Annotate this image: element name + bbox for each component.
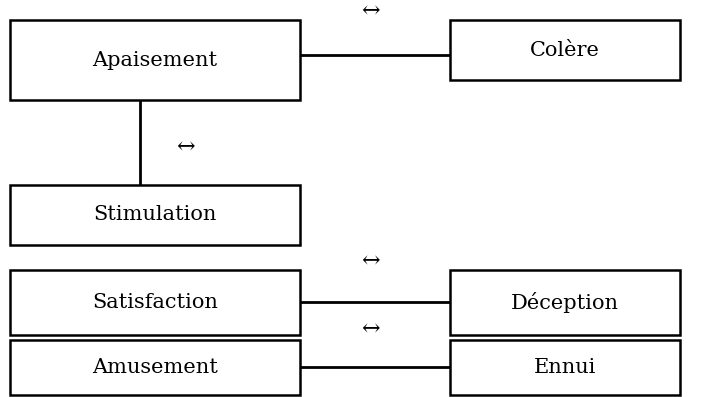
FancyBboxPatch shape (10, 270, 300, 335)
Text: Colère: Colère (530, 40, 600, 60)
FancyBboxPatch shape (450, 20, 680, 80)
FancyBboxPatch shape (10, 185, 300, 245)
Text: Apaisement: Apaisement (93, 50, 218, 69)
Text: Ennui: Ennui (534, 358, 596, 377)
Text: Satisfaction: Satisfaction (92, 293, 218, 312)
FancyBboxPatch shape (450, 340, 680, 395)
Text: ↔: ↔ (176, 137, 194, 159)
Text: ↔: ↔ (361, 1, 379, 23)
Text: Stimulation: Stimulation (93, 206, 217, 224)
Text: ↔: ↔ (361, 251, 379, 273)
FancyBboxPatch shape (10, 340, 300, 395)
FancyBboxPatch shape (450, 270, 680, 335)
Text: Déception: Déception (511, 292, 619, 313)
FancyBboxPatch shape (10, 20, 300, 100)
Text: Amusement: Amusement (92, 358, 218, 377)
Text: ↔: ↔ (361, 319, 379, 341)
